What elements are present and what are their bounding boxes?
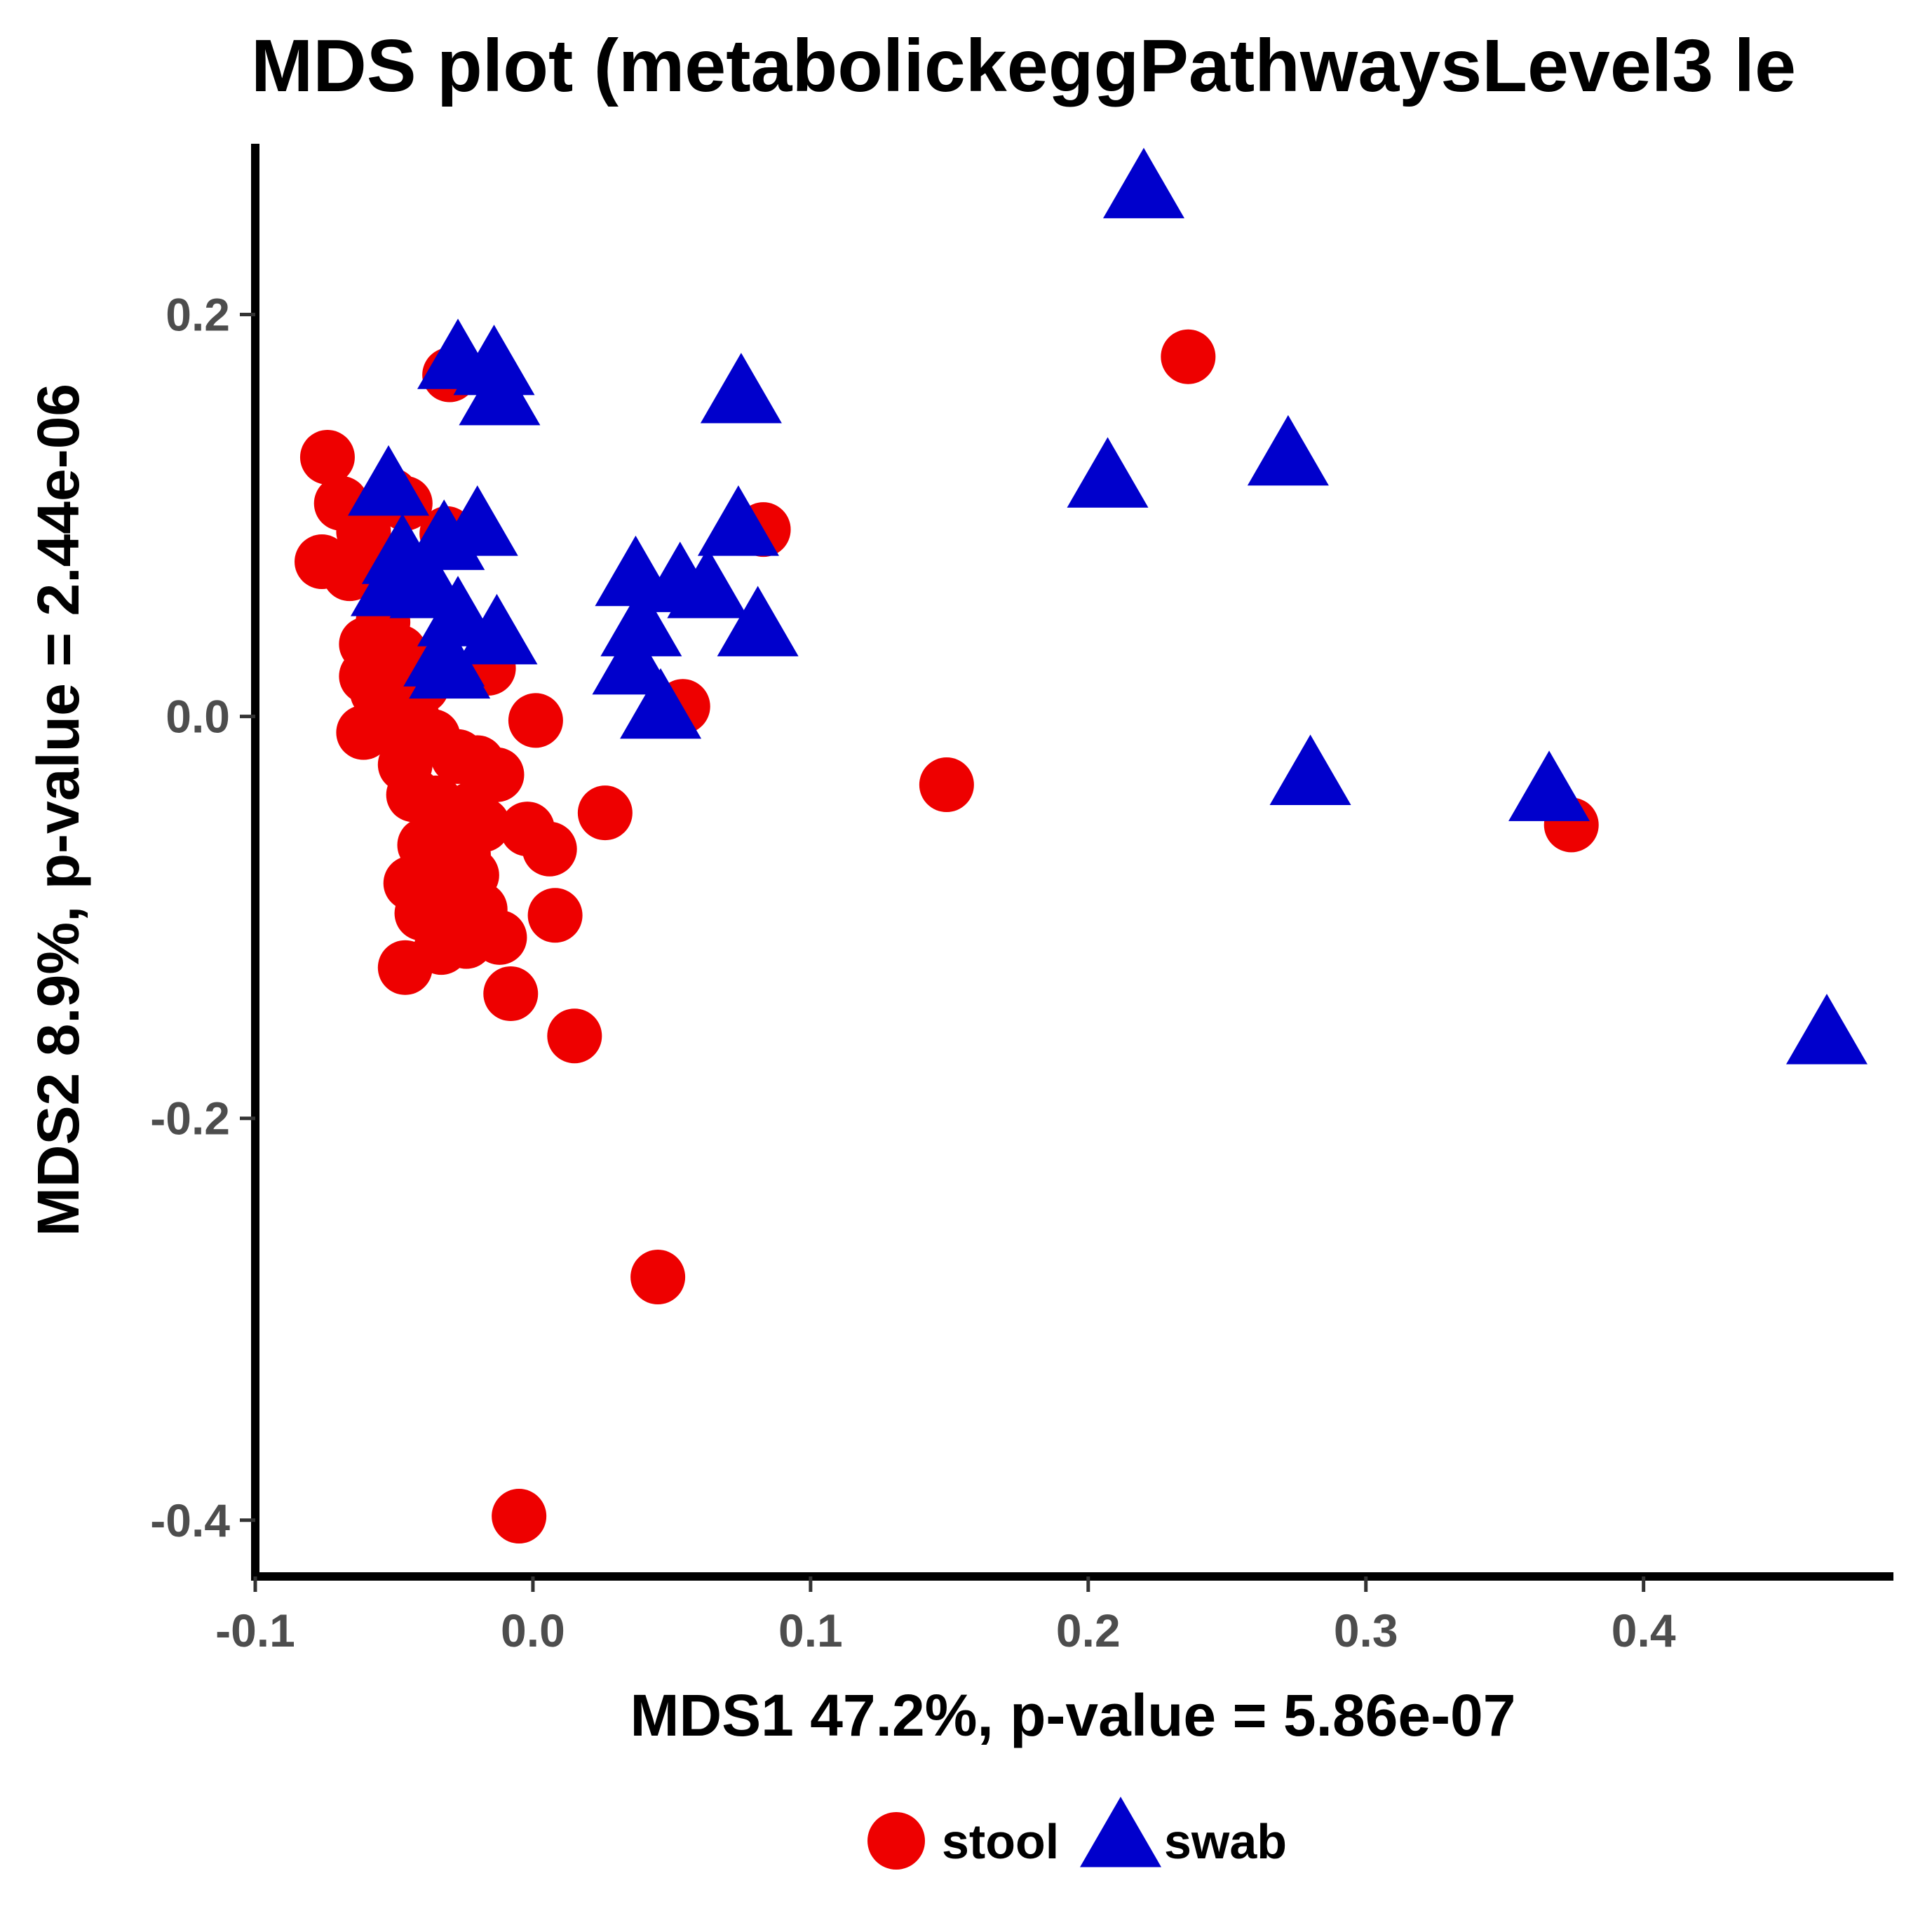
swab-point-27	[1785, 994, 1867, 1065]
x-tick-label-2: 0.1	[778, 1605, 843, 1656]
swab-point-12	[409, 628, 491, 699]
chart-title: MDS plot (metabolickeggPathwaysLevel3 le	[251, 25, 1796, 107]
swab-point-19	[700, 353, 782, 424]
swab-point-23	[1067, 437, 1149, 508]
y-tick-label-1: -0.2	[150, 1093, 230, 1144]
x-axis-title: MDS1 47.2%, p-value = 5.86e-07	[630, 1682, 1516, 1748]
swab-point-2	[459, 354, 541, 426]
axes: -0.1 0.0 0.1 0.2 0.3 0.4 -0.4 -0.2 0.0 0.2	[150, 144, 1893, 1656]
swab-point-3	[348, 445, 430, 516]
swab-point-10	[456, 593, 538, 665]
stool-point-53	[919, 757, 974, 813]
stool-point-43	[377, 940, 433, 995]
legend-swab-key	[1080, 1797, 1161, 1867]
stool-point-50	[577, 785, 633, 841]
swab-point-22	[1102, 147, 1184, 219]
stool-point-47	[522, 821, 577, 877]
x-tick-label-1: 0.0	[501, 1605, 565, 1656]
y-tick-label-0: -0.4	[150, 1494, 230, 1546]
x-tick-label-4: 0.3	[1334, 1605, 1398, 1656]
swab-point-18	[620, 668, 702, 739]
swab-point-16	[600, 586, 682, 656]
legend-stool-key	[867, 1812, 925, 1870]
y-tick-label-3: 0.2	[165, 289, 230, 341]
swab-point-24	[1247, 414, 1329, 486]
swab-point-20	[697, 485, 779, 556]
swab-point-26	[1508, 750, 1590, 821]
x-tick-label-5: 0.4	[1612, 1605, 1676, 1656]
legend-swab-label: swab	[1164, 1814, 1287, 1869]
stool-point-1	[299, 429, 355, 485]
stool-point-44	[483, 966, 539, 1022]
swab-point-17	[592, 623, 674, 695]
swab-point-15	[667, 548, 749, 619]
data-markers	[295, 147, 1867, 1544]
stool-point-57	[492, 1489, 547, 1544]
x-tick-label-3: 0.2	[1056, 1605, 1121, 1656]
x-tick-label-0: -0.1	[215, 1605, 295, 1656]
stool-point-49	[547, 1008, 602, 1064]
stool-point-56	[630, 1250, 686, 1305]
y-axis-title: MDS2 8.9%, p-value = 2.44e-06	[25, 384, 91, 1236]
stool-point-48	[527, 888, 583, 943]
swab-point-21	[717, 586, 799, 656]
legend: stool swab	[867, 1797, 1287, 1870]
stool-point-54	[1161, 329, 1216, 384]
swab-point-25	[1269, 734, 1351, 805]
stool-point-45	[508, 693, 563, 748]
stool-point-9	[322, 546, 377, 602]
legend-stool-label: stool	[942, 1814, 1059, 1869]
y-tick-label-2: 0.0	[165, 691, 230, 743]
stool-point-41	[472, 910, 527, 965]
swab-point-1	[453, 324, 535, 396]
